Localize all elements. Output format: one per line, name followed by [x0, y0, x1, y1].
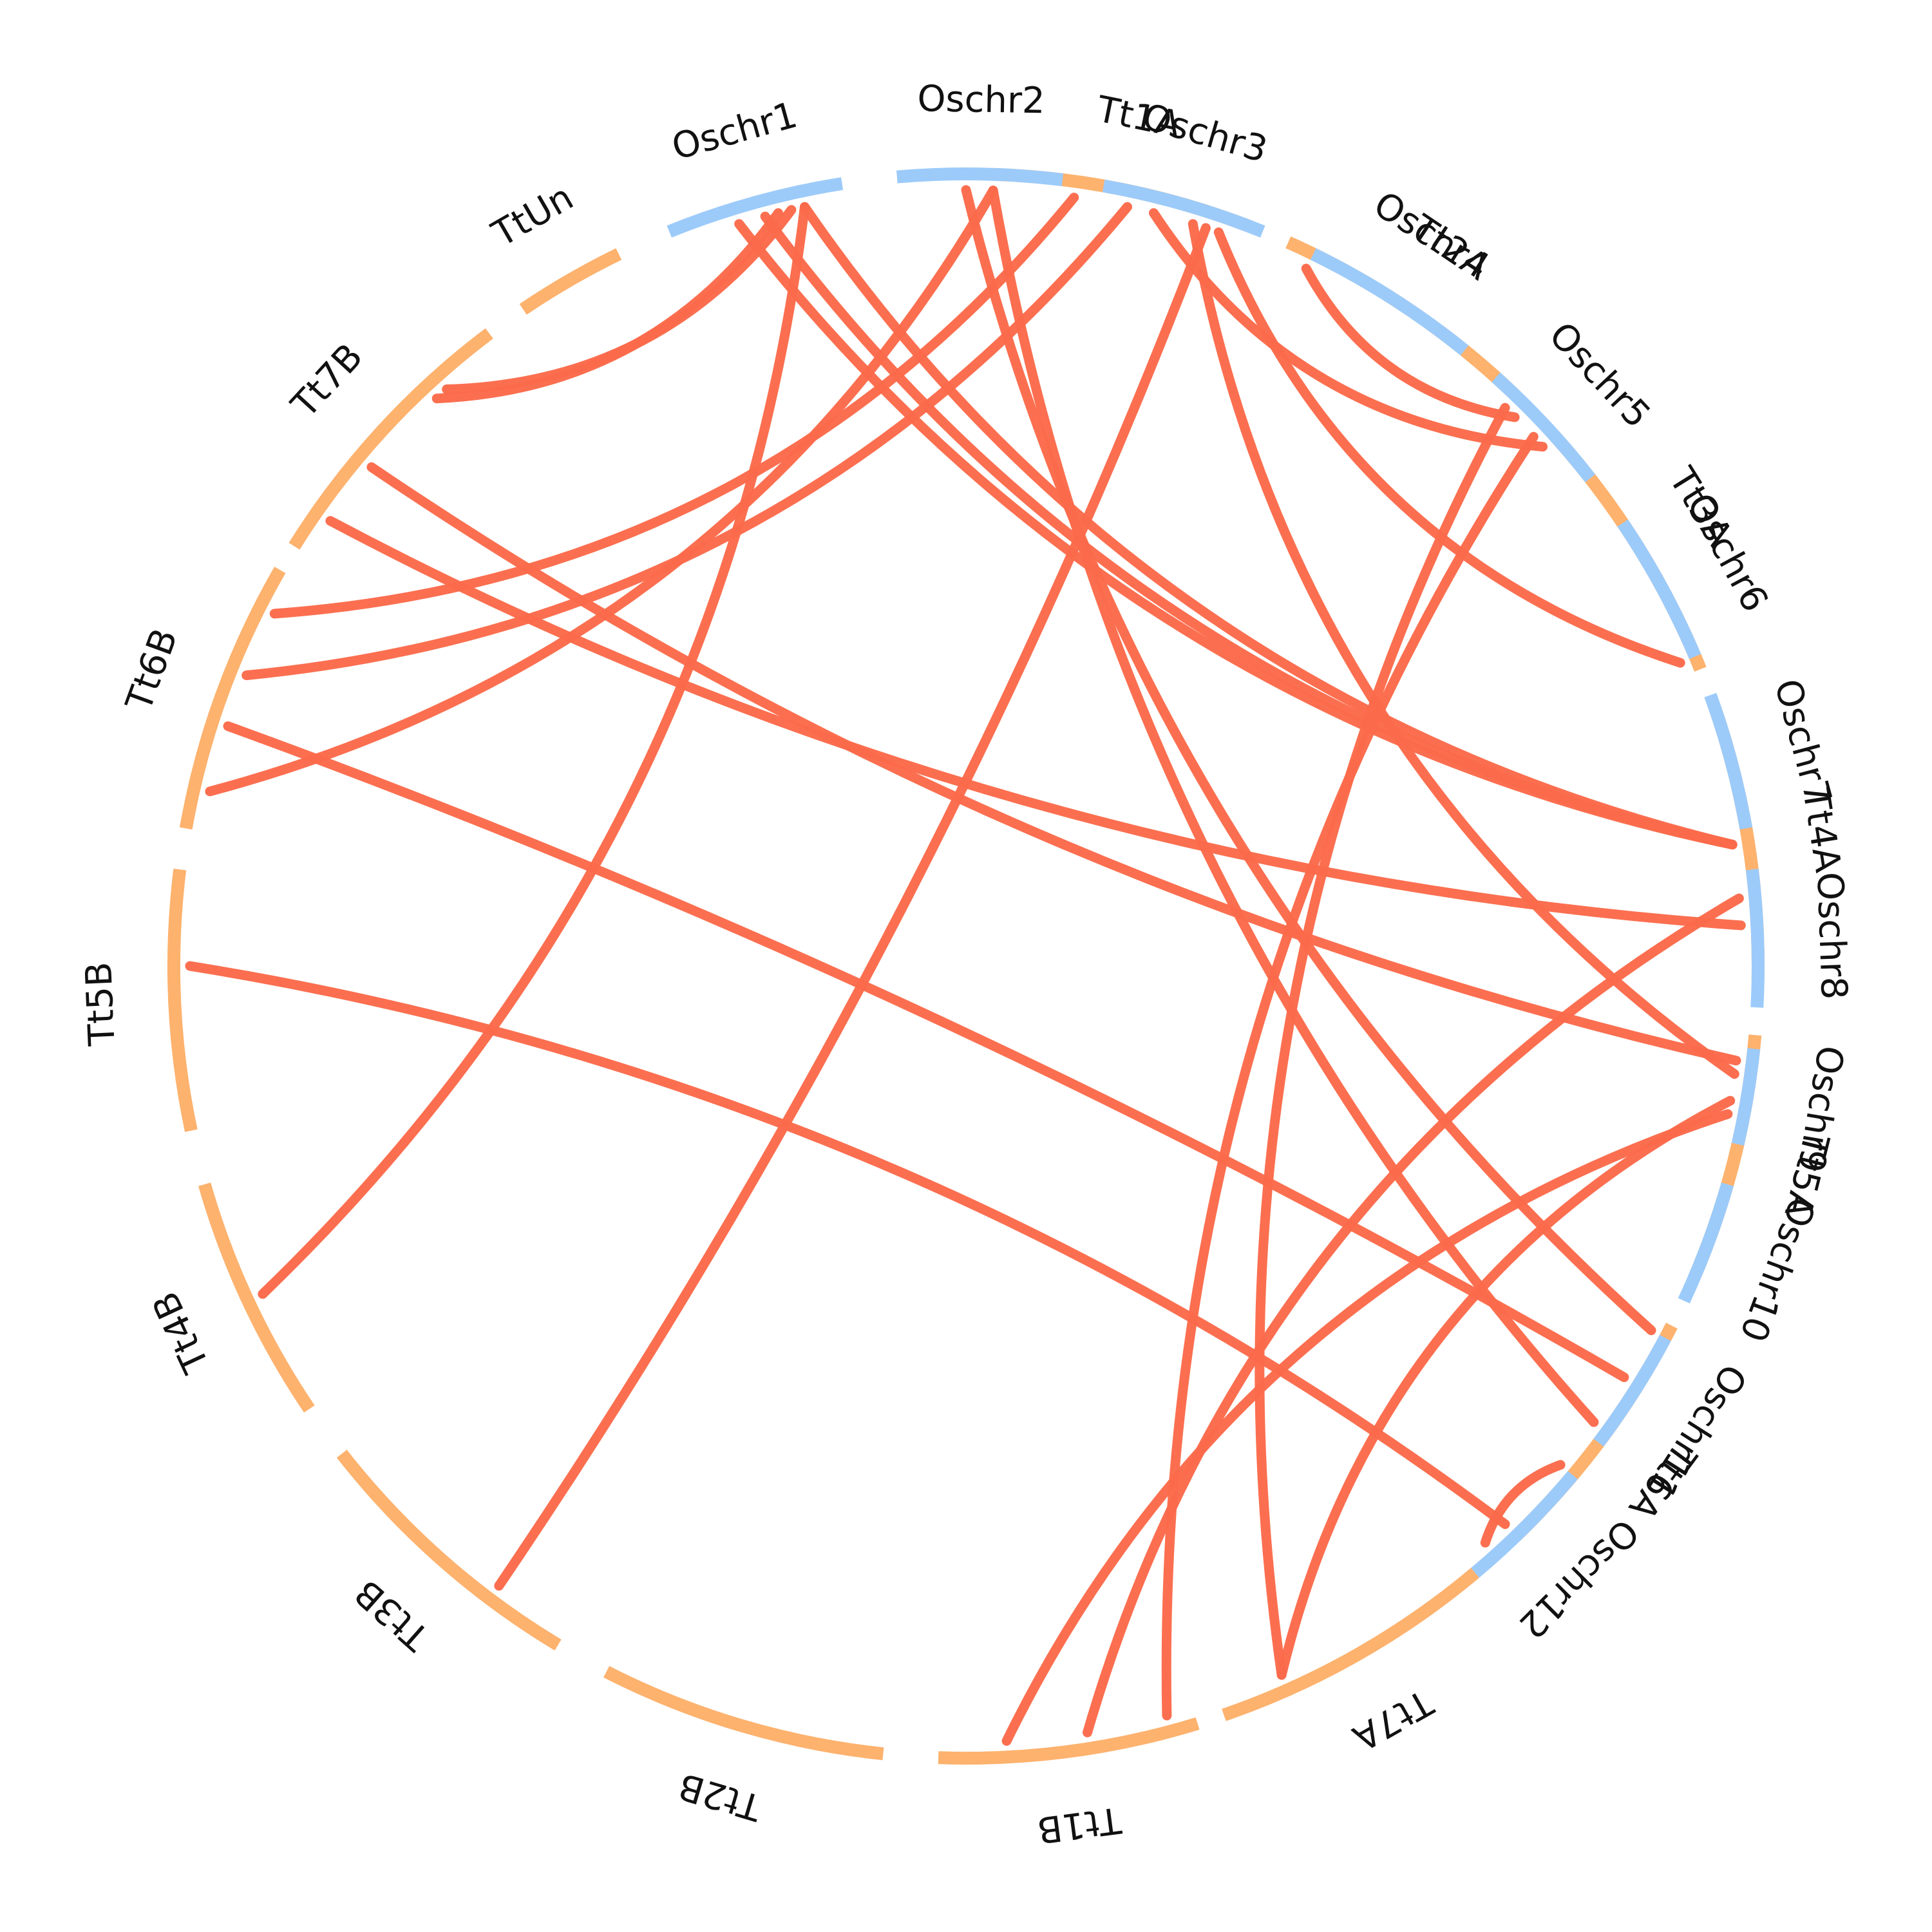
link-tt7b-oschr8-22 [325, 516, 1746, 931]
segment-label-oschr3: Oschr3 [1137, 96, 1271, 171]
segment-label-tt7a: Tt7A [1346, 1681, 1440, 1759]
link-tt7a-oschr9-11 [1276, 1095, 1736, 1680]
segment-tt3b [336, 1450, 562, 1651]
segment-tt7a [1222, 1567, 1480, 1721]
link-tt7b-oschr9-23 [366, 462, 1741, 1066]
link-tt7a-oschr5-10 [1255, 402, 1510, 1680]
link-tt1b-oschr9-14 [1001, 1109, 1733, 1746]
segment-label-tt1b: Tt1B [1035, 1799, 1124, 1852]
segment-oschr7 [1704, 692, 1753, 830]
segment-oschr4 [1310, 248, 1469, 355]
link-tt3b-oschr3-15 [494, 223, 1211, 1591]
segment-tt6b [179, 567, 286, 830]
segment-oschr9 [1731, 1048, 1761, 1146]
segment-label-tt6b: Tt6B [118, 623, 186, 717]
segment-label-oschr6: Oschr6 [1678, 487, 1776, 619]
segment-label-tt5b: Tt5B [78, 961, 124, 1047]
segment-label-tt3b: Tt3B [347, 1571, 438, 1659]
link-tt6b-oschr11-19 [223, 721, 1629, 1383]
segment-tt2b [603, 1665, 884, 1761]
segments-layer [167, 167, 1765, 1765]
segment-oschr1 [667, 177, 844, 238]
link-tt7b-oschr1-24 [431, 208, 783, 404]
segment-tt4b [198, 1182, 315, 1413]
link-tt6b-tt1a-21 [269, 193, 1079, 619]
segment-label-oschr11: Oschr11 [1638, 1357, 1754, 1506]
segment-label-tt4b: Tt4B [144, 1285, 218, 1379]
link-tt1a-oschr5-0 [1149, 208, 1548, 452]
link-tt7b-oschr1-25 [442, 205, 797, 394]
link-tt1b-oschr8-13 [1083, 893, 1744, 1738]
labels-layer: Tt1ATt2ATt3ATt4ATt5ATt6ATt7ATt1BTt2BTt3B… [78, 78, 1855, 1851]
segment-label-oschr2: Oschr2 [917, 78, 1045, 122]
segment-label-oschr12: Oschr12 [1510, 1510, 1646, 1646]
link-tt3a-oschr3-3 [1213, 227, 1685, 668]
segment-ttun [519, 248, 622, 315]
segment-label-oschr9: Oschr9 [1789, 1043, 1852, 1175]
link-tt2a-oschr5-2 [1301, 263, 1520, 422]
segment-oschr2 [896, 167, 1064, 187]
segment-label-tt2b: Tt2B [674, 1765, 766, 1829]
segment-label-oschr1: Oschr1 [667, 94, 801, 169]
link-tt5b-oschr12-17 [185, 961, 1510, 1530]
segment-label-tt7b: Tt7B [283, 336, 372, 426]
segment-label-oschr5: Oschr5 [1540, 314, 1658, 436]
link-tt6b-tt1a-20 [242, 202, 1132, 681]
segment-label-oschr10: Oschr10 [1731, 1191, 1823, 1347]
segment-label-oschr8: Oschr8 [1808, 871, 1855, 1000]
segment-label-ttun: TtUn [485, 176, 580, 256]
segment-tt1b [938, 1717, 1200, 1765]
link-tt6a-oschr2-7 [961, 185, 1656, 1336]
links-layer [185, 185, 1746, 1746]
segment-label-oschr7: Oschr7 [1766, 675, 1839, 809]
segment-tt7b [289, 328, 493, 550]
segment-label-oschr4: Oschr4 [1367, 184, 1497, 287]
link-tt6a-oschr12-9 [1480, 1460, 1566, 1548]
link-tt4a-oschr1-6 [800, 202, 1738, 849]
segment-oschr10 [1678, 1182, 1734, 1304]
segment-oschr3 [1102, 179, 1265, 238]
segment-oschr8 [1745, 868, 1765, 1008]
segment-tt5b [167, 868, 198, 1132]
segment-oschr5 [1492, 372, 1596, 482]
segment-oschr11 [1593, 1334, 1671, 1447]
segment-oschr12 [1471, 1471, 1578, 1578]
link-tt4b-oschr1-16 [258, 202, 810, 1299]
segment-oschr6 [1617, 519, 1701, 659]
